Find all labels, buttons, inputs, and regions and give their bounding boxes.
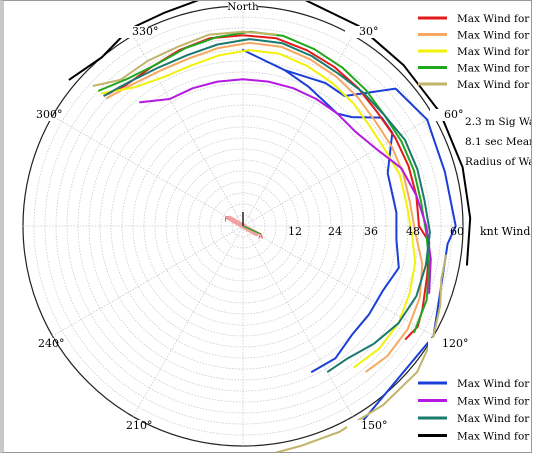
grid-spoke xyxy=(242,225,354,417)
info-text: 2.3 m Sig Wav xyxy=(465,116,532,128)
legend-layer: Max Wind for 5 Max Wind for 5 Max Wind for… xyxy=(418,13,532,443)
series-line xyxy=(103,38,431,373)
legend-label: Max Wind for ±1,5 xyxy=(457,396,532,408)
radial-tick-label: 24 xyxy=(328,225,342,238)
angle-label-bg xyxy=(428,338,458,350)
legend-label: Max Wind for 5 xyxy=(457,13,532,25)
grid-ring xyxy=(165,148,321,304)
legend-label: Max Wind for B xyxy=(457,63,532,75)
series-line xyxy=(274,254,448,452)
angle-label-bg xyxy=(22,109,52,121)
legend-label: Max Wind for 5 xyxy=(457,30,532,42)
series-line xyxy=(105,41,424,373)
radial-tick-label: 60 xyxy=(450,225,464,238)
vessel-marker-fore: F xyxy=(225,215,229,223)
grid-spoke xyxy=(242,115,434,227)
radial-tick-label: 12 xyxy=(288,225,302,238)
grid-ring xyxy=(198,181,288,271)
series-line xyxy=(97,30,431,334)
angle-label: 210° xyxy=(126,419,153,432)
series-line xyxy=(139,78,432,294)
angle-label: 30° xyxy=(359,25,379,38)
radial-tick-label: 48 xyxy=(406,225,420,238)
legend-label: Max Wind for BoL xyxy=(457,413,532,425)
grid-ring xyxy=(33,16,453,436)
angle-label: 330° xyxy=(132,25,159,38)
angle-label: 120° xyxy=(442,337,469,350)
legend-label: Max Wind for Equ xyxy=(457,431,532,443)
angle-label: 150° xyxy=(361,419,388,432)
angle-label-bg xyxy=(430,109,460,121)
angle-label-bg xyxy=(112,420,142,432)
radial-unit-label: knt Wind xyxy=(480,225,530,238)
info-text: Radius of Wav xyxy=(465,156,532,168)
grid-ring xyxy=(99,82,387,370)
grid-ring xyxy=(132,115,354,337)
angle-label-bg xyxy=(345,26,375,38)
legend-label: Max Wind for 4 xyxy=(457,46,532,58)
series-line xyxy=(100,49,417,369)
vessel-marker-aft: A xyxy=(258,233,263,241)
angle-label-bg xyxy=(347,420,377,432)
angle-label-bg xyxy=(24,338,54,350)
compass-north-label: North xyxy=(227,1,259,13)
series-line xyxy=(242,49,457,427)
radial-tick-label: 36 xyxy=(364,225,378,238)
wind-line xyxy=(242,225,262,235)
info-text: 8.1 sec Mean P xyxy=(465,136,532,148)
series-line xyxy=(92,30,277,87)
angle-label: 60° xyxy=(444,108,464,121)
label-layer: F A North 330° 30° 60° 120° 150° 210° 240° 300° 12 2… xyxy=(22,1,532,432)
grid-spoke xyxy=(132,225,244,417)
compass-bg xyxy=(228,1,258,12)
angle-label: 300° xyxy=(36,108,63,121)
legend-label: Max Wind for F xyxy=(457,79,532,91)
grid-spoke xyxy=(52,225,244,337)
grid-spoke xyxy=(52,115,244,227)
legend-label: Max Wind for ±1,5 xyxy=(457,378,532,390)
angle-label: 240° xyxy=(38,337,65,350)
polar-plot: F A North 330° 30° 60° 120° 150° 210° 240° 300° 12 2… xyxy=(22,1,532,452)
angle-label-bg xyxy=(118,26,148,38)
